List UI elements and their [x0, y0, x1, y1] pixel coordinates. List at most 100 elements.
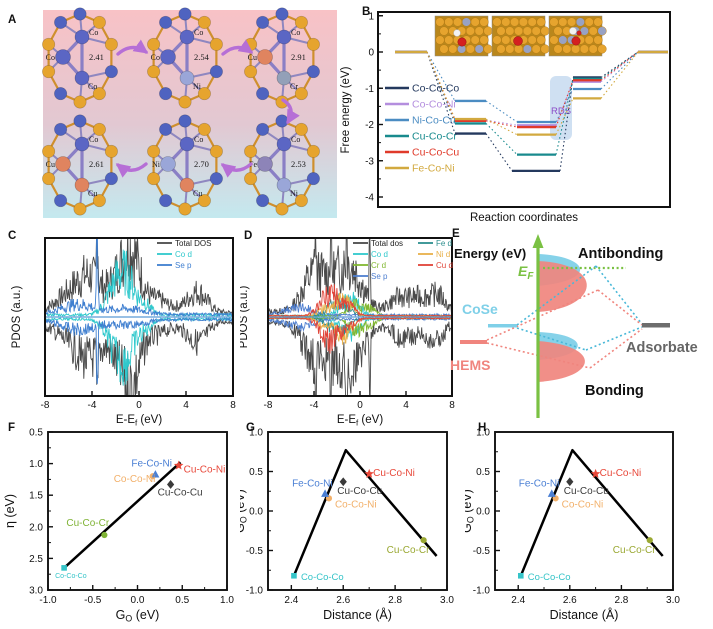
svg-text:Co d: Co d — [175, 250, 192, 259]
svg-text:Co-Co-Ni: Co-Co-Ni — [412, 99, 456, 111]
svg-text:Bonding: Bonding — [585, 383, 644, 399]
panel-label-e: E — [452, 228, 460, 240]
svg-text:CoSe: CoSe — [462, 301, 498, 317]
svg-text:Adsorbate: Adsorbate — [626, 340, 698, 356]
svg-text:Co: Co — [291, 135, 300, 144]
svg-text:3.0: 3.0 — [440, 595, 454, 606]
svg-text:Cu-Co-Ni: Cu-Co-Ni — [184, 464, 226, 475]
svg-text:Free energy (eV): Free energy (eV) — [340, 66, 352, 153]
svg-text:0.0: 0.0 — [476, 507, 490, 518]
panel-c-pdos-chart: -8 -4 0 4 8 E-Ef (eV) PDOS (a.u.) Total DOS Co d… — [11, 237, 236, 427]
svg-text:3.0: 3.0 — [29, 586, 43, 597]
panel-e-bonding-schematic: Energy (eV) EF CoSe HEMS Antibonding Adsorbat… — [450, 234, 698, 418]
svg-text:-4: -4 — [310, 400, 319, 411]
svg-text:1.0: 1.0 — [249, 428, 263, 439]
svg-text:-4: -4 — [365, 193, 374, 204]
svg-text:Fe-Co-Ni: Fe-Co-Ni — [292, 479, 333, 490]
svg-text:0.0: 0.0 — [131, 595, 145, 606]
svg-text:Cu-Co-Cr: Cu-Co-Cr — [613, 545, 656, 556]
svg-text:Co-Co-Co: Co-Co-Co — [55, 573, 87, 580]
panel-label-f: F — [8, 422, 16, 434]
svg-text:0.5: 0.5 — [175, 595, 189, 606]
svg-text:Ni: Ni — [193, 82, 202, 91]
svg-text:-1.0: -1.0 — [246, 586, 264, 597]
svg-text:Cu-Co-Cr: Cu-Co-Cr — [66, 518, 109, 529]
svg-text:8: 8 — [230, 400, 236, 411]
svg-text:-1.0: -1.0 — [39, 595, 57, 606]
svg-text:-1.0: -1.0 — [473, 586, 491, 597]
svg-text:Ni: Ni — [152, 160, 161, 169]
svg-text:Co-Co-Ni: Co-Co-Ni — [114, 474, 156, 485]
svg-text:1.0: 1.0 — [476, 428, 490, 439]
svg-text:Cu-Co-Cu: Cu-Co-Cu — [337, 486, 382, 497]
svg-text:Co: Co — [291, 28, 300, 37]
svg-text:2.4: 2.4 — [511, 595, 525, 606]
svg-text:Co: Co — [89, 28, 98, 37]
svg-text:Co d: Co d — [371, 250, 388, 259]
svg-text:Co: Co — [151, 53, 160, 62]
panel-label-g: G — [246, 422, 255, 434]
svg-text:2.53: 2.53 — [291, 159, 306, 169]
svg-text:2.54: 2.54 — [194, 52, 210, 62]
svg-text:PDOS (a.u.): PDOS (a.u.) — [240, 286, 250, 349]
svg-text:Cu d: Cu d — [436, 261, 453, 270]
svg-text:GO (eV): GO (eV) — [116, 608, 160, 624]
svg-text:Co: Co — [89, 135, 98, 144]
svg-text:2.4: 2.4 — [284, 595, 298, 606]
svg-text:Cu-Co-Cu: Cu-Co-Cu — [564, 486, 609, 497]
svg-text:Cu-Co-Cu: Cu-Co-Cu — [158, 487, 203, 498]
panel-label-b: B — [362, 6, 371, 18]
svg-text:Co: Co — [88, 82, 97, 91]
svg-text:2.91: 2.91 — [291, 52, 306, 62]
svg-text:η (eV): η (eV) — [3, 494, 17, 528]
svg-text:2.41: 2.41 — [89, 52, 104, 62]
svg-text:Fe d: Fe d — [436, 239, 452, 248]
svg-text:Total DOS: Total DOS — [175, 239, 211, 248]
svg-text:4: 4 — [183, 400, 189, 411]
svg-text:Energy (eV): Energy (eV) — [454, 246, 526, 261]
panel-g-scatter-chart: 2.4 2.6 2.8 3.0 1.0 0.5 0.0 -0.5 -1.0 Distance (Å… — [240, 428, 454, 623]
svg-text:2.8: 2.8 — [388, 595, 402, 606]
panel-b-free-energy-chart: 1 0 -1 -2 -3 -4 Free energy (eV) Reaction coord… — [340, 11, 671, 224]
panel-label-a: A — [8, 14, 17, 26]
svg-text:1.5: 1.5 — [29, 491, 43, 502]
svg-text:Co-Co-Ni: Co-Co-Ni — [562, 499, 604, 510]
svg-text:-4: -4 — [88, 400, 97, 411]
svg-text:Ni d: Ni d — [436, 250, 450, 259]
panel-f-scatter-chart: -1.0 -0.5 0.0 0.5 1.0 0.5 1.0 1.5 2.0 2.5 3.0 GO (e… — [3, 428, 234, 624]
svg-text:Co: Co — [46, 53, 55, 62]
svg-text:3.0: 3.0 — [666, 595, 680, 606]
svg-text:Cu: Cu — [88, 189, 97, 198]
svg-text:1: 1 — [368, 11, 374, 22]
svg-text:Se p: Se p — [371, 272, 388, 281]
panel-label-d: D — [244, 230, 253, 242]
svg-text:Cu: Cu — [193, 189, 202, 198]
svg-text:2.6: 2.6 — [336, 595, 350, 606]
svg-text:PDOS (a.u.): PDOS (a.u.) — [11, 286, 23, 349]
svg-text:2.61: 2.61 — [89, 159, 104, 169]
svg-text:Distance (Å): Distance (Å) — [323, 607, 392, 622]
svg-text:0.5: 0.5 — [29, 428, 43, 439]
svg-text:1.0: 1.0 — [220, 595, 234, 606]
svg-text:0: 0 — [136, 400, 142, 411]
svg-text:Ni: Ni — [290, 189, 299, 198]
svg-text:Cu-Co-Cr: Cu-Co-Cr — [412, 131, 457, 143]
svg-text:-8: -8 — [264, 400, 273, 411]
svg-text:Cu-Co-Ni: Cu-Co-Ni — [600, 468, 642, 479]
panel-a-structures: Co Co Co 2.41 Co Co Ni 2.54 Co Cu Cr 2.91 Co Cu Cu 2.61… — [42, 7, 337, 218]
panel-d-pdos-chart: -8 -4 0 4 8 E-Ef (eV) PDOS (a.u.) Total dos Co d… — [240, 237, 455, 427]
panel-h-scatter-chart: 2.4 2.6 2.8 3.0 1.0 0.5 0.0 -0.5 -1.0 Distance (Å… — [465, 428, 680, 623]
svg-text:-0.5: -0.5 — [246, 546, 264, 557]
svg-text:Fe-Co-Ni: Fe-Co-Ni — [412, 163, 455, 175]
svg-text:0.0: 0.0 — [249, 507, 263, 518]
svg-text:-3: -3 — [365, 156, 374, 167]
svg-text:2.8: 2.8 — [614, 595, 628, 606]
panel-label-h: H — [478, 422, 487, 434]
svg-text:Cr: Cr — [290, 82, 298, 91]
svg-text:Cu-Co-Cr: Cu-Co-Cr — [387, 545, 430, 556]
svg-text:Co-Co-Ni: Co-Co-Ni — [335, 499, 377, 510]
svg-text:2.5: 2.5 — [29, 554, 43, 565]
svg-text:Total dos: Total dos — [371, 239, 403, 248]
svg-text:Co: Co — [194, 135, 203, 144]
